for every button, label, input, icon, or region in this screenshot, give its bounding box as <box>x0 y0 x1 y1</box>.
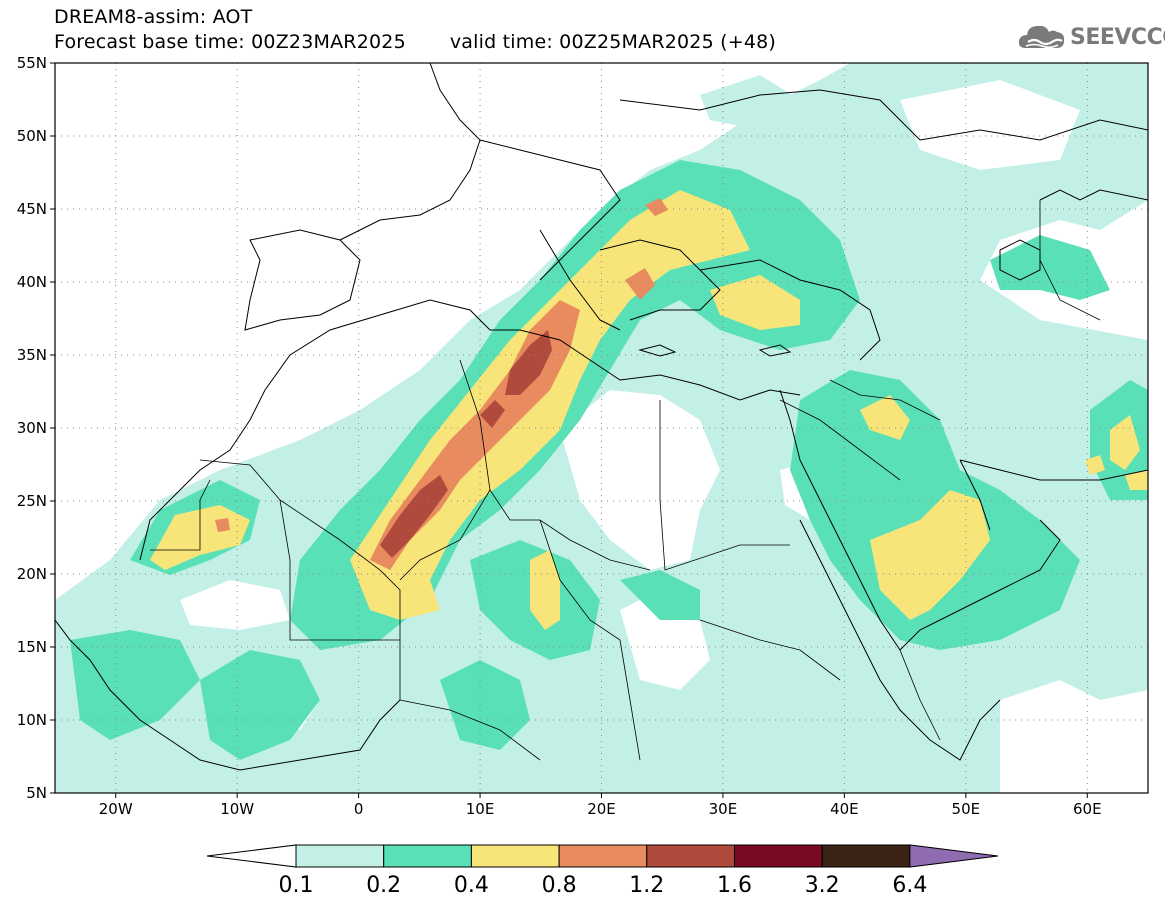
lon-tick-label: 50E <box>952 800 981 818</box>
coastlines <box>55 63 1148 771</box>
colorbar-below-arrow <box>206 844 297 868</box>
latitude-axis: 55N 50N 45N 40N 35N 30N 25N 20N 15N 10N 5N <box>17 54 55 802</box>
lat-tick-label: 15N <box>17 638 47 656</box>
lon-tick-label: 30E <box>709 800 738 818</box>
aot-fields <box>55 63 1148 793</box>
lon-tick-label: 10W <box>220 800 254 818</box>
time-info: Forecast base time: 00Z23MAR2025 valid ti… <box>54 31 776 53</box>
lat-tick-label: 10N <box>17 711 47 729</box>
lat-tick-label: 25N <box>17 492 47 510</box>
lon-tick-label: 60E <box>1073 800 1102 818</box>
lat-tick-label: 20N <box>17 565 47 583</box>
colorbar-level-label: 0.4 <box>454 873 489 898</box>
colorbar-level-label: 1.6 <box>717 873 752 898</box>
cloud-icon <box>1018 25 1065 49</box>
lon-tick-label: 20E <box>587 800 616 818</box>
colorbar-box <box>734 844 823 868</box>
map-gridlines <box>55 63 1148 793</box>
base-time: Forecast base time: 00Z23MAR2025 <box>54 31 406 53</box>
colorbar-level-label: 1.2 <box>629 873 664 898</box>
colorbar-level-label: 0.8 <box>542 873 577 898</box>
colorbar-box <box>558 844 648 868</box>
colorbar-level-label: 6.4 <box>892 873 927 898</box>
lon-tick-label: 40E <box>830 800 859 818</box>
colorbar-level-label: 0.2 <box>366 873 401 898</box>
colorbar-boxes <box>206 844 998 868</box>
logo-text: SEEVCCC <box>1070 24 1165 50</box>
lat-tick-label: 40N <box>17 273 47 291</box>
colorbar-level-label: 3.2 <box>805 873 840 898</box>
lat-tick-label: 30N <box>17 419 47 437</box>
colorbar-labels: 0.1 0.2 0.4 0.8 1.2 1.6 3.2 6.4 <box>279 873 928 898</box>
lat-tick-label: 35N <box>17 346 47 364</box>
lon-tick-label: 0 <box>354 800 364 818</box>
lat-tick-label: 50N <box>17 127 47 145</box>
longitude-axis: 20W 10W 0 10E 20E 30E 40E 50E 60E <box>99 793 1102 818</box>
colorbar-box <box>646 844 735 868</box>
lon-tick-label: 20W <box>99 800 133 818</box>
map-title: DREAM8-assim: AOT <box>54 6 253 28</box>
lat-tick-label: 55N <box>17 54 47 72</box>
country-borders <box>150 200 1101 761</box>
colorbar-box <box>821 844 911 868</box>
aot-band-1.2 <box>380 330 552 558</box>
colorbar-level-label: 0.1 <box>279 873 314 898</box>
valid-time: valid time: 00Z25MAR2025 (+48) <box>449 31 777 53</box>
logo: SEEVCCC <box>1016 20 1165 54</box>
colorbar-above-arrow <box>909 844 998 868</box>
colorbar-box <box>383 844 472 868</box>
lat-tick-label: 45N <box>17 200 47 218</box>
colorbar-box <box>470 844 560 868</box>
lon-tick-label: 10E <box>466 800 495 818</box>
lat-tick-label: 5N <box>26 784 47 802</box>
colorbar-box <box>295 844 385 868</box>
